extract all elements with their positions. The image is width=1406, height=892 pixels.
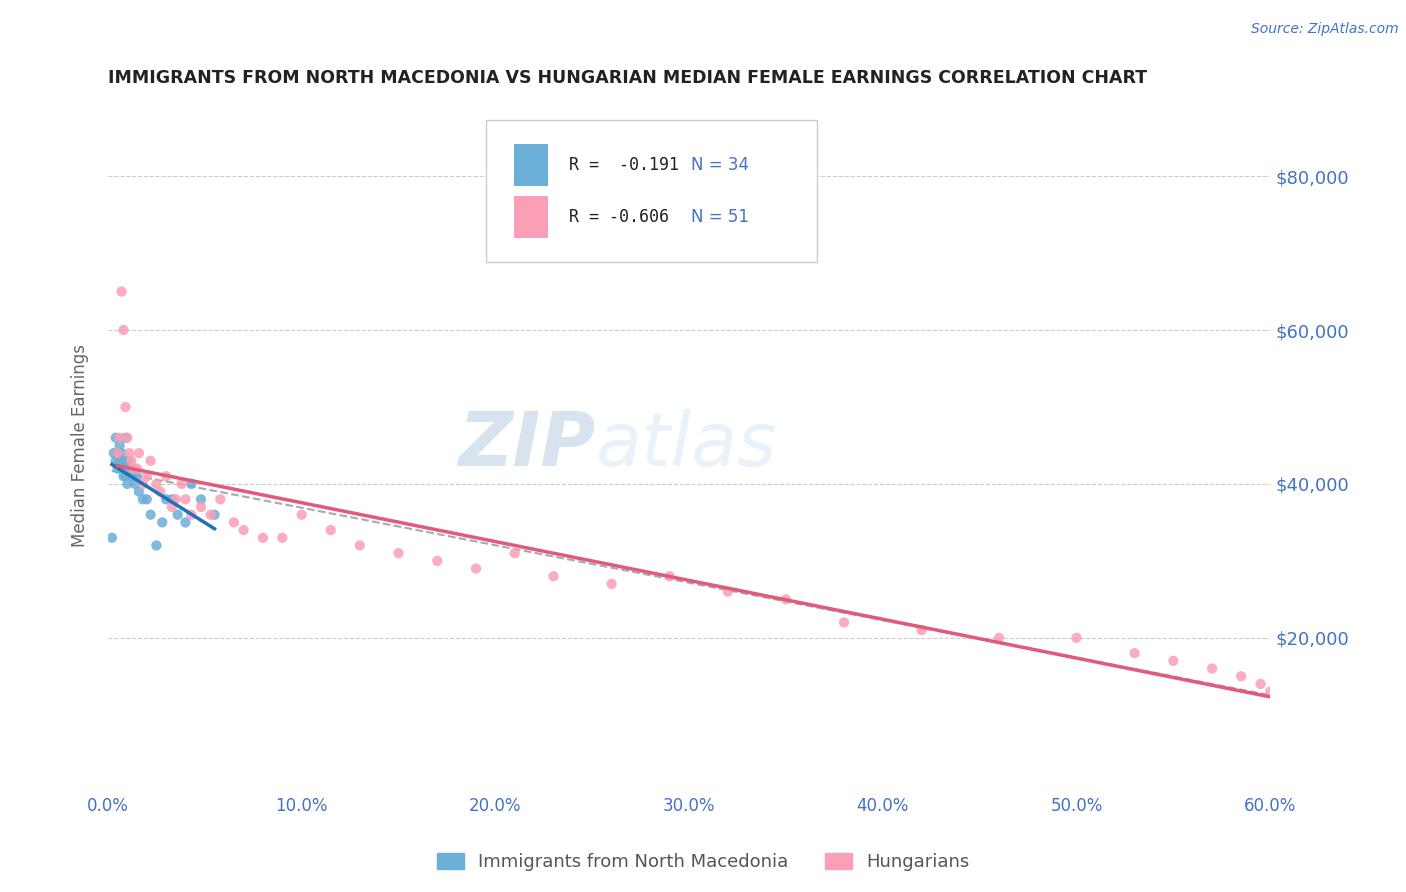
Point [1066, 631, 1088, 645]
Point [910, 623, 932, 637]
Point [1201, 662, 1223, 676]
Point [107, 461, 129, 475]
Point [160, 492, 183, 507]
Point [1250, 677, 1272, 691]
Point [107, 446, 129, 460]
Point [832, 615, 855, 630]
Point [122, 461, 145, 475]
Point [110, 461, 132, 475]
Point [125, 469, 148, 483]
Point [155, 469, 177, 483]
Point [124, 477, 146, 491]
Point [190, 492, 212, 507]
Point [101, 531, 124, 545]
Point [1258, 684, 1281, 698]
Y-axis label: Median Female Earnings: Median Female Earnings [72, 344, 89, 547]
Point [114, 431, 136, 445]
Point [139, 508, 162, 522]
Text: Source: ZipAtlas.com: Source: ZipAtlas.com [1251, 22, 1399, 37]
Point [112, 454, 135, 468]
Point [104, 454, 127, 468]
Point [232, 523, 254, 537]
Point [103, 446, 125, 460]
Point [120, 469, 142, 483]
Text: R = -0.606: R = -0.606 [569, 208, 669, 226]
Point [209, 492, 232, 507]
FancyBboxPatch shape [513, 196, 548, 237]
Text: R =  -0.191: R = -0.191 [569, 156, 679, 174]
Point [149, 484, 172, 499]
Point [110, 285, 132, 299]
Point [1163, 654, 1185, 668]
Point [104, 431, 127, 445]
Point [319, 523, 342, 537]
Point [160, 500, 183, 514]
Point [150, 516, 173, 530]
Point [118, 446, 141, 460]
Point [600, 577, 623, 591]
Point [503, 546, 526, 560]
Point [426, 554, 449, 568]
Point [180, 477, 202, 491]
Point [112, 469, 135, 483]
Point [155, 492, 177, 507]
Point [200, 508, 222, 522]
Legend: Immigrants from North Macedonia, Hungarians: Immigrants from North Macedonia, Hungari… [429, 846, 977, 879]
Point [1230, 669, 1253, 683]
Point [170, 477, 193, 491]
Point [132, 477, 155, 491]
Text: ZIP: ZIP [458, 409, 596, 482]
Point [135, 469, 157, 483]
Point [271, 531, 294, 545]
Point [112, 323, 135, 337]
Point [108, 454, 131, 468]
Text: IMMIGRANTS FROM NORTH MACEDONIA VS HUNGARIAN MEDIAN FEMALE EARNINGS CORRELATION : IMMIGRANTS FROM NORTH MACEDONIA VS HUNGA… [108, 69, 1147, 87]
Text: atlas: atlas [596, 409, 778, 482]
Point [1123, 646, 1146, 660]
Point [166, 508, 188, 522]
Point [108, 431, 131, 445]
Point [118, 461, 141, 475]
Point [132, 492, 155, 507]
Point [128, 446, 150, 460]
Point [717, 584, 740, 599]
Point [108, 438, 131, 452]
Point [180, 508, 202, 522]
Point [120, 454, 142, 468]
Point [114, 400, 136, 414]
FancyBboxPatch shape [513, 145, 548, 186]
Point [204, 508, 226, 522]
Point [117, 454, 139, 468]
Point [543, 569, 565, 583]
Point [165, 492, 187, 507]
Point [465, 561, 488, 575]
Point [291, 508, 314, 522]
Point [145, 477, 167, 491]
Point [190, 500, 212, 514]
Point [174, 516, 197, 530]
Point [128, 484, 150, 499]
FancyBboxPatch shape [485, 120, 817, 262]
Point [222, 516, 245, 530]
Point [658, 569, 681, 583]
Point [117, 477, 139, 491]
Point [139, 454, 162, 468]
Point [110, 446, 132, 460]
Text: N = 51: N = 51 [692, 208, 749, 226]
Text: N = 34: N = 34 [692, 156, 749, 174]
Point [114, 469, 136, 483]
Point [775, 592, 797, 607]
Point [988, 631, 1011, 645]
Point [135, 492, 157, 507]
Point [117, 431, 139, 445]
Point [145, 539, 167, 553]
Point [122, 461, 145, 475]
Point [349, 539, 371, 553]
Point [107, 446, 129, 460]
Point [174, 492, 197, 507]
Point [252, 531, 274, 545]
Point [387, 546, 409, 560]
Point [125, 461, 148, 475]
